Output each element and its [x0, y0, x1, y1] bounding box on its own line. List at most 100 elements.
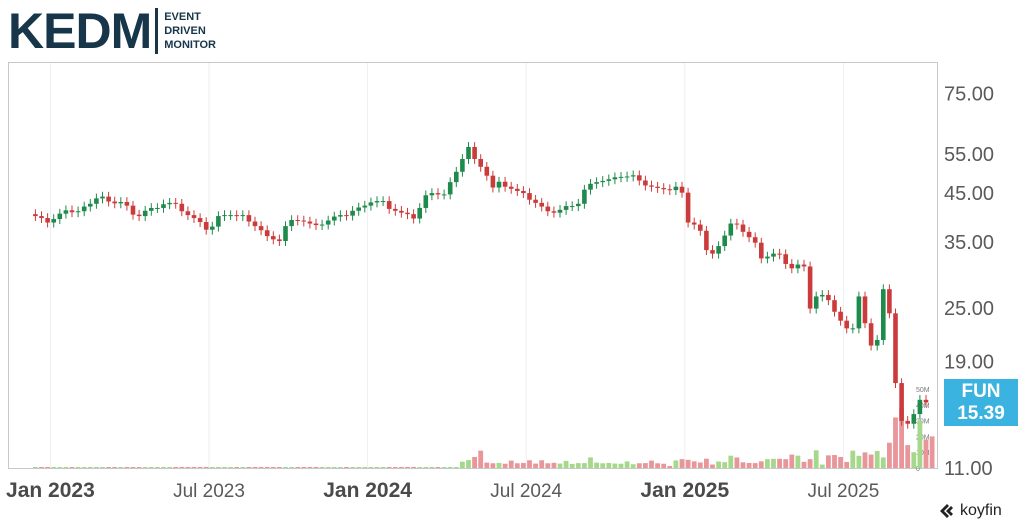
candle-body — [216, 216, 221, 227]
y-tick-label: 75.00 — [944, 83, 994, 105]
y-tick-label: 19.00 — [944, 351, 994, 373]
volume-bar — [539, 460, 545, 468]
y-tick-label: 45.00 — [944, 183, 994, 205]
volume-bar — [136, 467, 142, 468]
volume-bar — [704, 458, 709, 468]
volume-bar — [880, 457, 886, 468]
volume-bar — [313, 467, 319, 468]
candle-body — [313, 223, 319, 226]
candle-body — [191, 215, 197, 219]
candle-body — [685, 192, 691, 223]
volume-bar — [112, 467, 118, 468]
x-tick-label: Jul 2024 — [490, 481, 562, 502]
volume-bar — [832, 455, 837, 468]
candle-body — [307, 221, 313, 224]
volume-bar — [679, 459, 685, 468]
candle-body — [716, 246, 721, 254]
volume-bar — [228, 467, 233, 468]
candle-body — [362, 205, 368, 208]
volume-bar — [197, 467, 203, 468]
volume-bar — [636, 463, 642, 468]
volume-bar — [460, 461, 465, 468]
kedm-logo: KEDM EVENT DRIVEN MONITOR — [8, 4, 216, 58]
candle-body — [338, 215, 343, 217]
candle-body — [185, 211, 191, 216]
candle-body — [69, 210, 75, 213]
volume-bar — [691, 461, 697, 468]
candle-body — [539, 202, 544, 207]
volume-bar — [789, 454, 795, 468]
candle-body — [856, 296, 862, 329]
candle-body — [63, 210, 69, 214]
volume-bar — [325, 467, 331, 468]
volume-bar — [533, 463, 538, 468]
candle-body — [923, 399, 929, 403]
candle-body — [325, 220, 331, 225]
volume-bar — [45, 467, 50, 468]
volume-bar — [307, 467, 313, 468]
volume-tick-label: 30M — [916, 419, 930, 426]
volume-bar — [643, 463, 648, 468]
volume-bar — [75, 467, 81, 468]
candle-body — [874, 339, 880, 346]
volume-bar — [344, 467, 349, 468]
koyfin-logo-icon — [940, 504, 953, 518]
candle-body — [521, 190, 526, 194]
volume-bar — [868, 454, 874, 468]
volume-bar — [563, 460, 569, 468]
candle-body — [173, 202, 178, 204]
candle-body — [246, 215, 252, 222]
volume-bar — [246, 467, 252, 468]
logo-tagline-line: DRIVEN — [164, 25, 206, 37]
volume-bar — [862, 452, 868, 468]
volume-bar — [771, 458, 776, 468]
volume-bar — [374, 467, 380, 468]
y-tick-label: 25.00 — [944, 298, 994, 320]
koyfin-watermark[interactable]: koyfin — [938, 502, 1002, 520]
volume-bar — [807, 459, 813, 468]
volume-bar — [496, 462, 502, 468]
candle-body — [472, 146, 477, 159]
candle-body — [124, 201, 130, 206]
chart-frame — [8, 62, 938, 469]
volume-bar — [801, 461, 807, 468]
candle-body — [551, 211, 557, 213]
volume-tick-label: 0 — [916, 466, 920, 473]
volume-bar — [39, 467, 44, 468]
volume-bar — [710, 464, 715, 468]
volume-bar — [173, 467, 179, 468]
candle-body — [344, 215, 349, 217]
candle-body — [649, 185, 654, 187]
volume-bar — [612, 463, 618, 468]
volume-bar — [661, 463, 667, 468]
candle-body — [710, 250, 715, 254]
candle-body — [783, 254, 788, 264]
candle-body — [496, 181, 502, 188]
volume-bar — [557, 463, 563, 468]
candle-body — [508, 186, 514, 189]
candle-body — [75, 211, 81, 213]
candle-body — [698, 224, 703, 231]
volume-bar — [234, 467, 240, 468]
volume-bar — [514, 463, 520, 468]
volume-bar — [740, 462, 746, 468]
volume-bar — [392, 467, 398, 468]
volume-tick-label: 50M — [916, 387, 930, 394]
volume-bar — [106, 467, 111, 468]
candle-body — [752, 237, 758, 243]
volume-bar — [777, 458, 782, 468]
candle-body — [368, 202, 374, 206]
candle-body — [789, 263, 795, 269]
candle-body — [222, 215, 227, 217]
volume-bar — [911, 452, 917, 468]
volume-bar — [264, 467, 270, 468]
volume-bar — [856, 455, 862, 468]
volume-bar — [893, 417, 898, 468]
volume-bar — [490, 463, 496, 468]
volume-bar — [338, 467, 343, 468]
candle-body — [820, 294, 825, 297]
candle-body — [130, 205, 136, 215]
candle-body — [142, 210, 148, 217]
candle-body — [881, 289, 886, 340]
volume-bar — [783, 459, 789, 468]
